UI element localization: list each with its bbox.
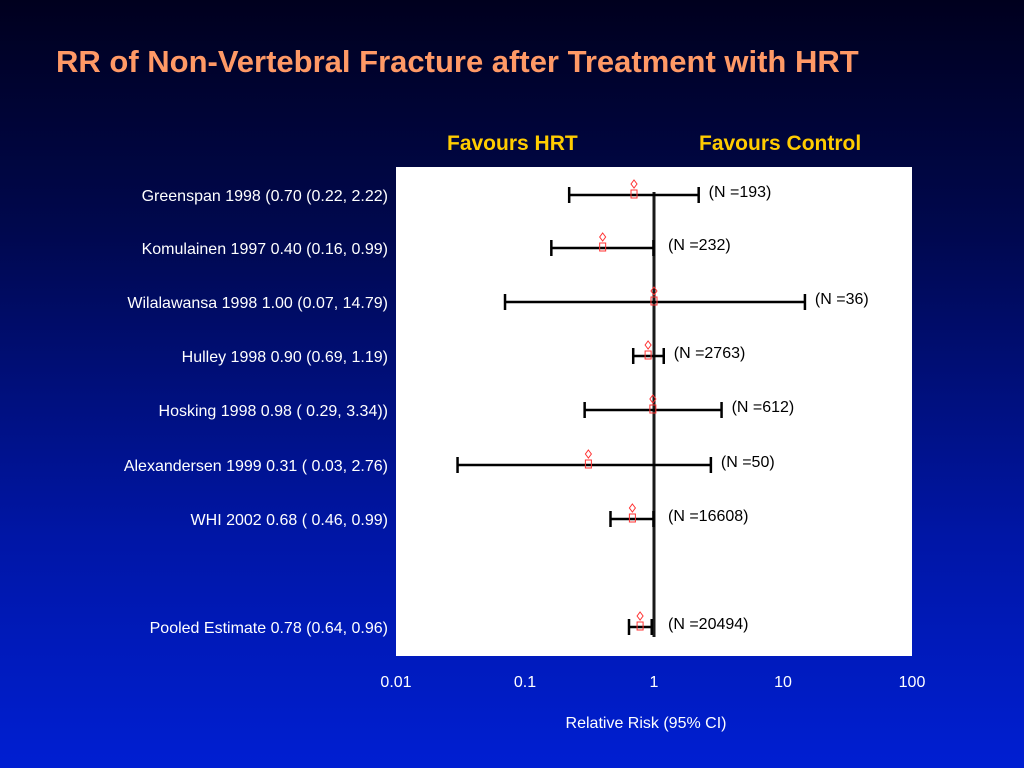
point-estimate-marker [584,449,593,469]
forest-row: Hosking 1998 0.98 ( 0.29, 3.34)) (N =612) [159,394,795,420]
favours-control-label: Favours Control [699,132,862,155]
x-tick-label: 100 [899,674,926,691]
sample-size-label: (N =20494) [668,616,749,633]
forest-row: Hulley 1998 0.90 (0.69, 1.19) (N =2763) [182,340,746,366]
point-estimate-marker [649,394,657,414]
study-label: Hulley 1998 0.90 (0.69, 1.19) [182,349,388,366]
study-label: Greenspan 1998 (0.70 (0.22, 2.22) [142,188,388,205]
sample-size-label: (N =16608) [668,508,749,525]
forest-row: Greenspan 1998 (0.70 (0.22, 2.22) (N =193… [142,179,772,205]
study-label: Komulainen 1997 0.40 (0.16, 0.99) [142,241,388,258]
forest-row: Alexandersen 1999 0.31 ( 0.03, 2.76) (N =… [124,449,775,475]
slide-title: RR of Non-Vertebral Fracture after Treat… [56,44,859,79]
study-label: Alexandersen 1999 0.31 ( 0.03, 2.76) [124,458,388,475]
x-tick-label: 0.01 [380,674,411,691]
x-axis-title: Relative Risk (95% CI) [566,715,727,732]
forest-row: Komulainen 1997 0.40 (0.16, 0.99) (N =232… [142,232,731,258]
forest-rows: Greenspan 1998 (0.70 (0.22, 2.22) (N =193… [124,179,869,637]
point-estimate-marker [630,179,638,199]
forest-row: Wilalawansa 1998 1.00 (0.07, 14.79) (N =3… [127,286,869,312]
sample-size-label: (N =232) [668,237,731,254]
study-label: Wilalawansa 1998 1.00 (0.07, 14.79) [127,295,388,312]
sample-size-label: (N =2763) [674,345,746,362]
favours-hrt-label: Favours HRT [447,132,578,155]
x-axis-ticks: 0.01 0.1 1 10 100 [380,674,925,691]
sample-size-label: (N =36) [815,291,869,308]
point-estimate-marker [650,286,658,306]
study-label: Pooled Estimate 0.78 (0.64, 0.96) [150,620,388,637]
x-tick-label: 10 [774,674,792,691]
study-label: Hosking 1998 0.98 ( 0.29, 3.34)) [159,403,388,420]
x-tick-label: 0.1 [514,674,536,691]
sample-size-label: (N =193) [709,184,772,201]
point-estimate-marker [644,340,652,360]
point-estimate-marker [628,503,637,523]
point-estimate-marker [599,232,607,252]
forest-row: Pooled Estimate 0.78 (0.64, 0.96) (N =204… [150,611,749,637]
x-tick-label: 1 [650,674,659,691]
point-estimate-marker [636,611,644,631]
sample-size-label: (N =612) [732,399,795,416]
sample-size-label: (N =50) [721,454,775,471]
study-label: WHI 2002 0.68 ( 0.46, 0.99) [191,512,388,529]
forest-row: WHI 2002 0.68 ( 0.46, 0.99) (N =16608) [191,503,749,529]
